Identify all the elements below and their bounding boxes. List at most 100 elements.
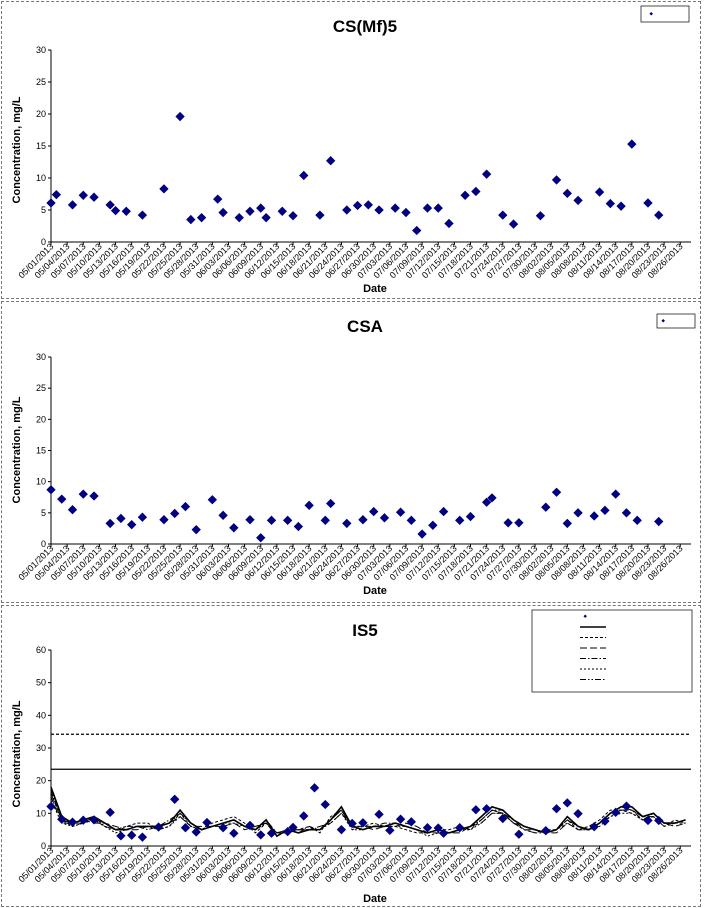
data-point bbox=[170, 794, 180, 804]
data-point bbox=[153, 822, 164, 832]
data-point bbox=[487, 493, 497, 503]
data-point bbox=[67, 200, 78, 210]
data-point bbox=[78, 190, 88, 200]
y-tick-label: 40 bbox=[36, 710, 46, 720]
data-point bbox=[417, 529, 427, 539]
chart-panel-is5: IS5 Date Concentration, mg/L 0 10 20 30 40 50… bbox=[1, 605, 701, 907]
data-point bbox=[116, 831, 126, 841]
data-point bbox=[282, 826, 293, 837]
data-point bbox=[573, 508, 583, 518]
data-point bbox=[433, 823, 443, 833]
data-point bbox=[256, 533, 266, 543]
y-tick-label: 30 bbox=[36, 743, 46, 753]
legend-box bbox=[656, 313, 696, 329]
data-point bbox=[116, 513, 126, 524]
data-point bbox=[406, 515, 417, 525]
data-point bbox=[508, 219, 519, 229]
y-tick-label: 15 bbox=[36, 446, 46, 456]
y-tick-label: 60 bbox=[36, 645, 46, 655]
chart-title: CS(Mf)5 bbox=[333, 17, 397, 36]
data-point bbox=[654, 516, 664, 527]
data-point bbox=[438, 828, 449, 838]
data-point bbox=[127, 830, 137, 840]
data-point bbox=[315, 210, 325, 220]
data-point bbox=[481, 804, 492, 814]
data-point bbox=[562, 518, 572, 529]
data-point bbox=[422, 203, 433, 213]
data-point bbox=[589, 511, 599, 521]
data-point bbox=[196, 213, 207, 223]
data-point bbox=[105, 807, 115, 818]
data-point bbox=[627, 139, 637, 149]
data-point bbox=[621, 801, 632, 811]
data-point bbox=[465, 511, 476, 522]
data-point bbox=[460, 190, 470, 200]
data-point bbox=[573, 808, 583, 819]
data-point bbox=[299, 811, 309, 821]
data-point bbox=[363, 200, 373, 210]
data-point bbox=[105, 518, 115, 529]
data-point bbox=[320, 799, 330, 810]
data-point bbox=[110, 205, 121, 216]
data-point bbox=[412, 225, 422, 236]
data-point bbox=[245, 515, 255, 525]
data-point bbox=[218, 823, 228, 833]
data-point bbox=[342, 205, 352, 215]
data-point bbox=[611, 489, 621, 499]
legend bbox=[656, 313, 696, 329]
data-point bbox=[46, 198, 56, 208]
series-line bbox=[50, 790, 686, 834]
data-point bbox=[471, 805, 481, 815]
data-point bbox=[78, 489, 88, 499]
legend bbox=[640, 5, 690, 23]
chart-title: CSA bbox=[347, 317, 383, 336]
data-point bbox=[293, 521, 304, 532]
data-point bbox=[374, 205, 384, 215]
data-point bbox=[562, 188, 572, 199]
data-point bbox=[551, 804, 562, 814]
data-point bbox=[234, 213, 244, 223]
data-point bbox=[385, 825, 395, 835]
legend-box bbox=[640, 5, 690, 23]
data-point bbox=[481, 497, 492, 507]
data-point bbox=[325, 156, 336, 166]
data-point bbox=[352, 200, 363, 211]
y-axis-label: Concentration, mg/L bbox=[11, 96, 23, 203]
data-point bbox=[514, 518, 524, 528]
data-point bbox=[67, 505, 78, 515]
y-tick-label: 0 bbox=[41, 841, 46, 851]
data-point bbox=[433, 203, 443, 213]
chart-panel-csmf5: CS(Mf)5 Date Concentration, mg/L 0 5 10 15 2… bbox=[1, 1, 701, 299]
chart-is5: IS5 Date Concentration, mg/L 0 10 20 30 40 50… bbox=[11, 609, 693, 905]
data-point bbox=[471, 186, 481, 197]
data-point bbox=[218, 510, 228, 520]
data-point bbox=[347, 818, 357, 829]
data-point bbox=[498, 210, 508, 220]
x-axis-label: Date bbox=[363, 585, 387, 597]
data-point bbox=[202, 817, 212, 828]
y-tick-label: 25 bbox=[36, 383, 46, 393]
y-tick-label: 25 bbox=[36, 77, 46, 87]
y-axis-label: Concentration, mg/L bbox=[11, 700, 23, 807]
data-point bbox=[304, 500, 314, 511]
data-point bbox=[180, 823, 191, 833]
y-tick-label: 5 bbox=[41, 205, 46, 215]
data-point bbox=[51, 189, 62, 200]
data-point bbox=[137, 832, 148, 842]
data-point bbox=[541, 502, 551, 512]
data-point bbox=[444, 218, 454, 229]
y-tick-label: 10 bbox=[36, 808, 46, 818]
data-point bbox=[594, 187, 605, 197]
data-point bbox=[57, 494, 67, 504]
data-point bbox=[573, 195, 583, 206]
data-point bbox=[170, 508, 180, 519]
y-tick-label: 20 bbox=[36, 109, 46, 119]
x-axis-label: Date bbox=[363, 283, 387, 295]
data-point bbox=[180, 501, 191, 512]
legend bbox=[531, 609, 693, 693]
series-line bbox=[50, 793, 686, 837]
data-point bbox=[137, 512, 148, 522]
data-point bbox=[654, 815, 664, 826]
data-point bbox=[46, 801, 56, 812]
y-tick-label: 30 bbox=[36, 352, 46, 362]
